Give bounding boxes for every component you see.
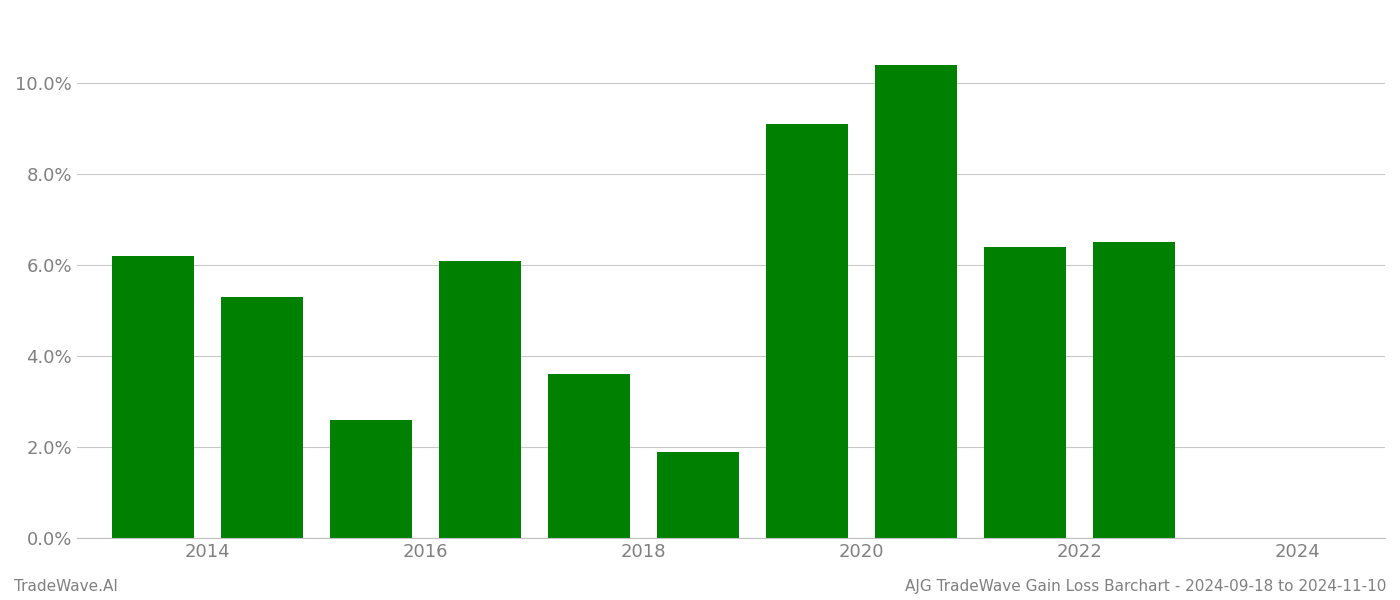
Bar — [440, 260, 521, 538]
Text: AJG TradeWave Gain Loss Barchart - 2024-09-18 to 2024-11-10: AJG TradeWave Gain Loss Barchart - 2024-… — [904, 579, 1386, 594]
Bar — [766, 124, 848, 538]
Bar — [221, 297, 302, 538]
Bar — [984, 247, 1065, 538]
Bar — [657, 452, 739, 538]
Bar — [549, 374, 630, 538]
Text: TradeWave.AI: TradeWave.AI — [14, 579, 118, 594]
Bar — [112, 256, 193, 538]
Bar — [1093, 242, 1175, 538]
Bar — [875, 65, 958, 538]
Bar — [330, 420, 412, 538]
